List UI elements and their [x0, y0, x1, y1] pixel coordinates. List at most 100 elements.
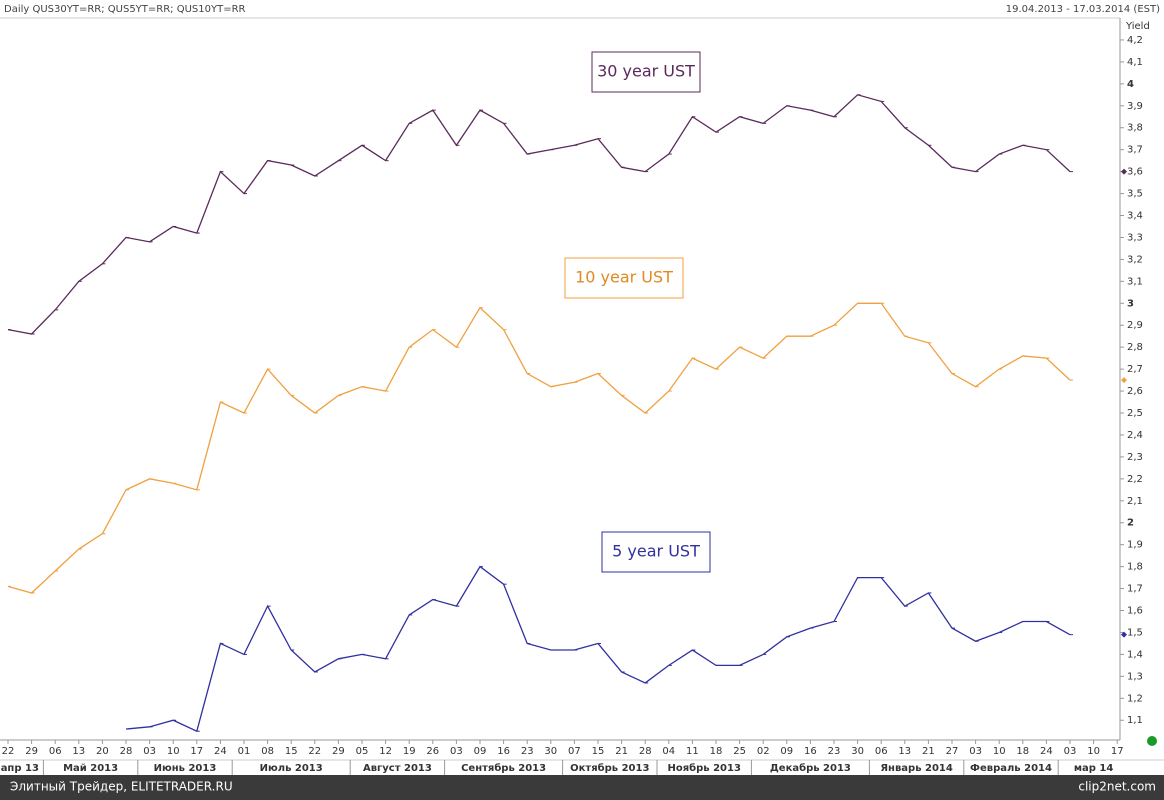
month-label: Июль 2013 — [260, 763, 323, 774]
month-label: мар 14 — [1074, 763, 1114, 774]
y-tick-label: 2,8 — [1127, 342, 1143, 353]
x-tick-label: 16 — [804, 746, 817, 757]
month-label: апр 13 — [1, 763, 39, 774]
series-label: 10 year UST — [575, 268, 673, 287]
y-tick-label: 3 — [1127, 298, 1134, 309]
y-tick-label: 2,2 — [1127, 474, 1143, 485]
x-tick-label: 11 — [686, 746, 699, 757]
x-tick-label: 08 — [261, 746, 274, 757]
y-tick-label: 1,6 — [1127, 606, 1143, 617]
y-tick-label: 1,2 — [1127, 693, 1143, 704]
y-tick-label: 2,9 — [1127, 320, 1143, 331]
x-tick-label: 03 — [450, 746, 463, 757]
month-label: Сентябрь 2013 — [461, 762, 546, 774]
x-tick-label: 10 — [167, 746, 180, 757]
x-tick-label: 13 — [898, 746, 911, 757]
footer-text: Элитный Трейдер, ELITETRADER.RU — [10, 780, 233, 794]
x-tick-label: 29 — [25, 746, 38, 757]
x-tick-label: 15 — [285, 746, 298, 757]
y-tick-label: 3,4 — [1127, 211, 1143, 222]
y-tick-label: 1,9 — [1127, 540, 1143, 551]
series-label: 30 year UST — [597, 62, 695, 81]
month-label: Декабрь 2013 — [770, 762, 851, 774]
x-tick-label: 19 — [403, 746, 416, 757]
status-dot — [1147, 736, 1157, 746]
x-tick-label: 30 — [851, 746, 864, 757]
x-tick-label: 03 — [143, 746, 156, 757]
y-tick-label: 1,3 — [1127, 671, 1143, 682]
x-tick-label: 06 — [875, 746, 888, 757]
month-label: Февраль 2014 — [970, 763, 1052, 774]
x-tick-label: 30 — [544, 746, 557, 757]
month-label: Август 2013 — [363, 763, 432, 774]
series-line — [7, 94, 1071, 335]
x-tick-label: 15 — [592, 746, 605, 757]
y-tick-label: 3,3 — [1127, 232, 1143, 243]
x-tick-label: 26 — [426, 746, 439, 757]
x-tick-label: 23 — [521, 746, 534, 757]
y-tick-label: 3,6 — [1127, 167, 1143, 178]
y-tick-label: 2,4 — [1127, 430, 1143, 441]
x-tick-label: 10 — [993, 746, 1006, 757]
y-tick-label: 3,2 — [1127, 254, 1143, 265]
x-tick-label: 23 — [828, 746, 841, 757]
x-tick-label: 12 — [379, 746, 392, 757]
date-range: 19.04.2013 - 17.03.2014 (EST) — [1006, 4, 1160, 15]
x-tick-label: 01 — [238, 746, 251, 757]
y-tick-label: 1,5 — [1127, 627, 1143, 638]
x-tick-label: 03 — [969, 746, 982, 757]
x-tick-label: 18 — [1016, 746, 1029, 757]
x-tick-label: 17 — [190, 746, 203, 757]
x-tick-label: 28 — [120, 746, 133, 757]
y-tick-label: 3,8 — [1127, 123, 1143, 134]
footer-bar — [0, 775, 1164, 800]
watermark: clip2net.com — [1078, 780, 1156, 794]
x-tick-label: 18 — [710, 746, 723, 757]
y-tick-label: 3,1 — [1127, 276, 1143, 287]
y-tick-label: 2,7 — [1127, 364, 1143, 375]
x-tick-label: 24 — [1040, 746, 1053, 757]
x-tick-label: 21 — [922, 746, 935, 757]
y-tick-label: 1,4 — [1127, 649, 1143, 660]
month-label: Октябрь 2013 — [570, 762, 649, 774]
y-tick-label: 2,6 — [1127, 386, 1143, 397]
x-tick-label: 09 — [474, 746, 487, 757]
x-tick-label: 25 — [733, 746, 746, 757]
series-label-box — [564, 257, 684, 299]
x-tick-label: 22 — [2, 746, 15, 757]
y-tick-label: 1,8 — [1127, 562, 1143, 573]
x-tick-label: 04 — [662, 746, 675, 757]
last-value-marker — [1121, 377, 1127, 384]
y-tick-label: 3,7 — [1127, 145, 1143, 156]
y-axis-label: Yield — [1125, 21, 1150, 32]
series-line — [7, 302, 1071, 594]
month-label: Январь 2014 — [880, 763, 953, 774]
x-tick-label: 21 — [615, 746, 628, 757]
x-tick-label: 24 — [214, 746, 227, 757]
x-tick-label: 20 — [96, 746, 109, 757]
last-value-marker — [1121, 631, 1127, 638]
month-label: Май 2013 — [63, 763, 118, 774]
x-tick-label: 13 — [72, 746, 85, 757]
x-tick-label: 03 — [1064, 746, 1077, 757]
x-tick-label: 05 — [356, 746, 369, 757]
y-tick-label: 1,1 — [1127, 715, 1143, 726]
x-tick-label: 29 — [332, 746, 345, 757]
series-label: 5 year UST — [612, 542, 700, 561]
x-tick-label: 09 — [780, 746, 793, 757]
y-tick-label: 3,5 — [1127, 189, 1143, 200]
y-tick-label: 1,7 — [1127, 584, 1143, 595]
x-tick-label: 10 — [1087, 746, 1100, 757]
x-tick-label: 17 — [1111, 746, 1124, 757]
series-label-box — [591, 51, 701, 93]
x-tick-label: 28 — [639, 746, 652, 757]
y-tick-label: 4,1 — [1127, 57, 1143, 68]
y-tick-label: 3,9 — [1127, 101, 1143, 112]
y-tick-label: 4 — [1127, 79, 1134, 90]
x-tick-label: 07 — [568, 746, 581, 757]
chart-title: Daily QUS30YT=RR; QUS5YT=RR; QUS10YT=RR — [4, 4, 246, 15]
x-tick-label: 22 — [308, 746, 321, 757]
month-label: Ноябрь 2013 — [667, 762, 740, 774]
